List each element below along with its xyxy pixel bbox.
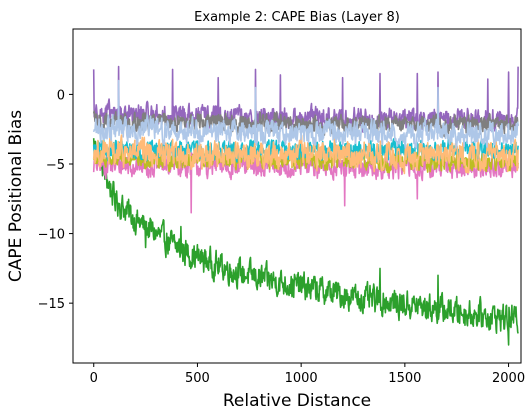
y-axis: 0 −5 −10 −15 [38,88,73,312]
series-line [92,138,519,346]
x-tick-label: 0 [90,371,98,386]
x-tick-label: 1000 [285,371,318,386]
x-axis: 0 500 1000 1500 2000 [90,363,525,386]
y-axis-label: CAPE Positional Bias [6,110,26,282]
chart-title: Example 2: CAPE Bias (Layer 8) [194,10,400,25]
plot-frame [72,28,522,364]
y-tick-label: −15 [38,297,65,312]
series-line [92,79,519,150]
y-tick-label: −5 [46,158,65,173]
series-group [92,65,519,346]
x-tick-label: 2000 [492,371,525,386]
series-line [92,134,519,175]
x-axis-label: Relative Distance [223,391,371,411]
y-tick-label: 0 [57,88,65,103]
series-line [92,110,519,138]
y-tick-label: −10 [38,228,65,243]
x-tick-label: 1500 [388,371,421,386]
x-tick-label: 500 [185,371,210,386]
